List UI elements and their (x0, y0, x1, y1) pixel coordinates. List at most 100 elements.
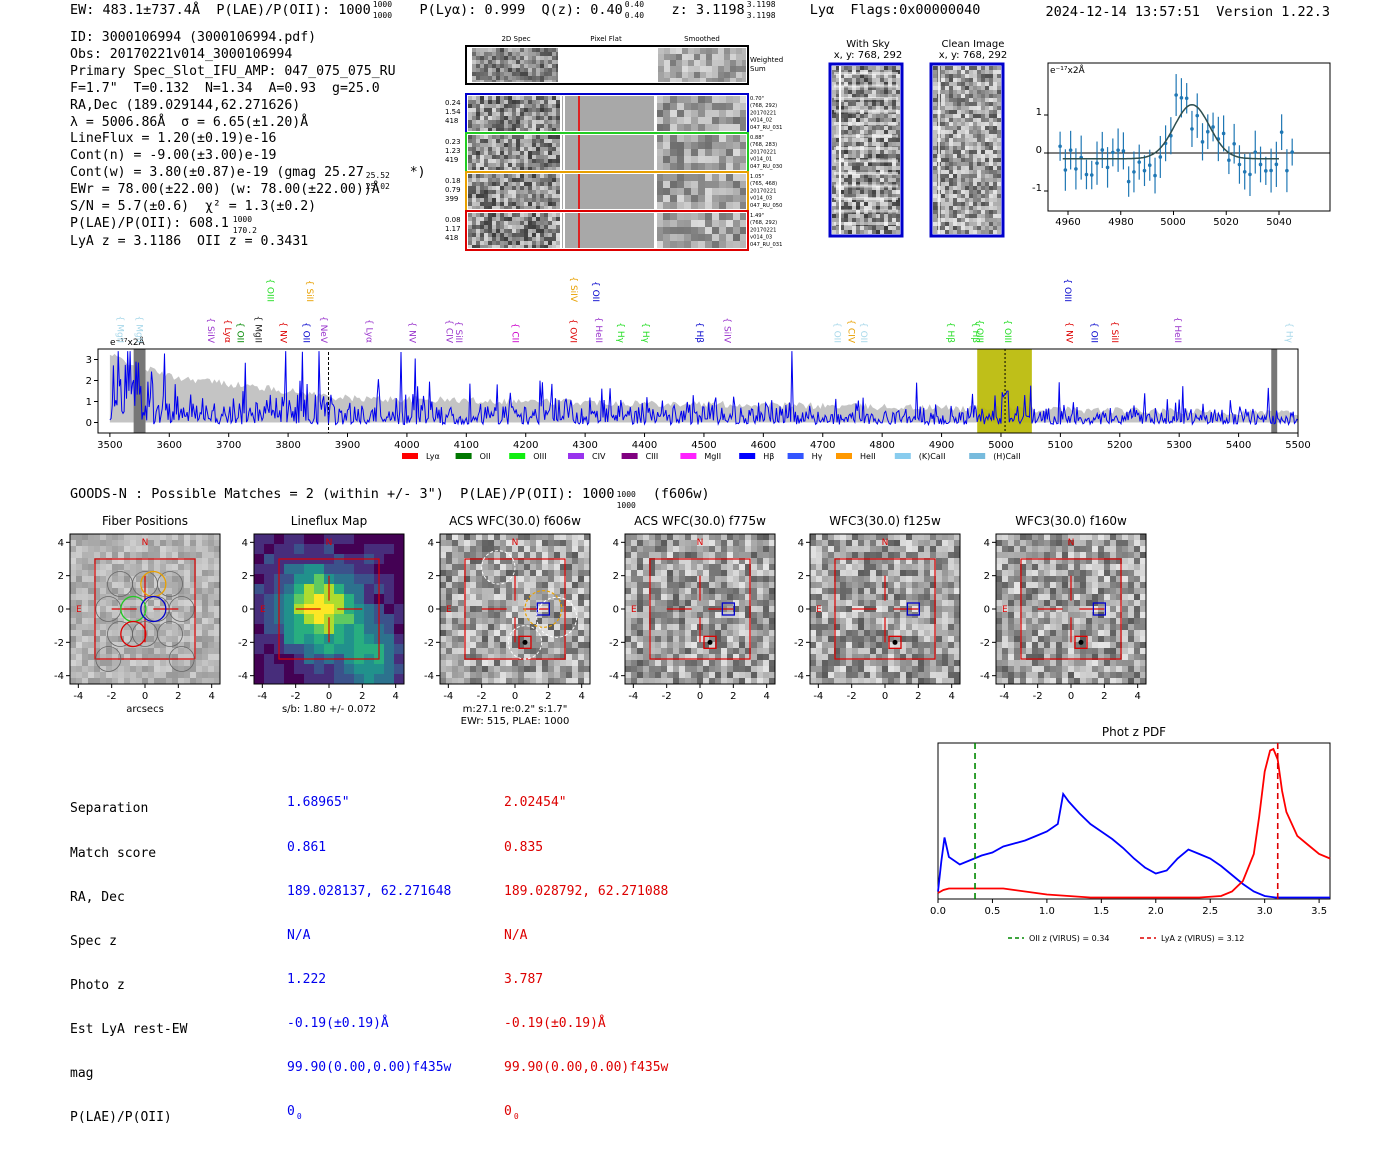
clean-pixel (965, 214, 969, 218)
zoom-data-point (1185, 96, 1189, 100)
noise-pixel (548, 217, 552, 221)
clean-pixel (993, 134, 997, 138)
noise-pixel (468, 233, 472, 237)
with-sky-pixel (852, 178, 856, 182)
noise-pixel (544, 76, 548, 80)
with-sky-pixel (880, 126, 884, 130)
smooth-pixel (691, 220, 698, 227)
clean-pixel (969, 210, 973, 214)
cutout-pixel (458, 606, 464, 612)
noise-pixel (540, 52, 544, 56)
clean-pixel (965, 118, 969, 122)
with-sky-pixel (892, 226, 896, 230)
clean-pixel (997, 78, 1001, 82)
noise-pixel (516, 72, 520, 76)
cutout-pixel (560, 660, 566, 666)
noise-pixel (552, 174, 556, 178)
cutout-pixel (655, 660, 661, 666)
with-sky-pixel (884, 102, 888, 106)
smooth-pixel (694, 66, 700, 72)
with-sky-pixel (872, 90, 876, 94)
with-sky-pixel (832, 230, 836, 234)
noise-pixel (516, 167, 520, 170)
smooth-pixel (712, 135, 719, 142)
cutout-pixel (578, 612, 584, 618)
clean-pixel (997, 190, 1001, 194)
cutout-pixel (536, 570, 542, 576)
cutout-pixel (130, 648, 136, 654)
clean-pixel (997, 230, 1001, 234)
noise-pixel (540, 120, 544, 124)
cutout-pixel (679, 564, 685, 570)
noise-pixel (544, 206, 548, 209)
clean-pixel (933, 114, 937, 118)
noise-pixel (532, 124, 536, 128)
with-sky-pixel (888, 106, 892, 110)
with-sky-pixel (844, 114, 848, 118)
sky-band (834, 160, 898, 163)
clean-pixel (969, 158, 973, 162)
cutout-pixel (548, 672, 554, 678)
noise-pixel (500, 143, 504, 147)
clean-pixel (933, 186, 937, 190)
noise-pixel (492, 229, 496, 233)
clean-pixel (997, 174, 1001, 178)
fiber-2d-spectra-panel: 2D Spec Pixel Flat Smoothed WeightedSum0… (440, 30, 800, 260)
cutout-pixel (154, 564, 160, 570)
cutout-pixel (679, 600, 685, 606)
noise-pixel (496, 186, 500, 190)
noise-pixel (536, 213, 540, 217)
flux-map-pixel (284, 634, 294, 644)
cutout-pixel (530, 576, 536, 582)
cutout-pixel (476, 600, 482, 606)
cutout-pixel (554, 534, 560, 540)
noise-pixel (524, 213, 528, 217)
cutout-pixel (655, 570, 661, 576)
with-sky-pixel (856, 78, 860, 82)
noise-pixel (476, 194, 480, 198)
noise-pixel (492, 135, 496, 139)
cutout-pixel (470, 612, 476, 618)
with-sky-pixel (884, 106, 888, 110)
smooth-pixel (698, 96, 705, 103)
noise-pixel (540, 147, 544, 151)
flux-map-pixel (334, 644, 344, 654)
smooth-pixel (736, 54, 742, 60)
clean-pixel (949, 190, 953, 194)
legend-label: OIII (533, 452, 546, 461)
cutout-pixel (196, 576, 202, 582)
clean-pixel (961, 162, 965, 166)
noise-pixel (536, 186, 540, 190)
clean-pixel (949, 74, 953, 78)
noise-pixel (536, 206, 540, 209)
cutout-pixel (166, 546, 172, 552)
noise-pixel (532, 182, 536, 186)
cutout-pixel (446, 648, 452, 654)
cutout-pixel (100, 552, 106, 558)
smooth-pixel (691, 124, 698, 131)
flux-map-pixel (294, 564, 304, 574)
cutout-pixel (655, 588, 661, 594)
noise-pixel (492, 163, 496, 167)
smooth-pixel (726, 117, 733, 124)
cutout-pixel (530, 678, 536, 684)
with-sky-pixel (884, 166, 888, 170)
cutout-pixel (578, 654, 584, 660)
noise-pixel (484, 112, 488, 116)
noise-pixel (524, 151, 528, 155)
noise-pixel (496, 52, 500, 56)
cutout-pixel (124, 678, 130, 684)
with-sky-pixel (888, 90, 892, 94)
cutout-pixel (82, 672, 88, 678)
noise-pixel (516, 76, 520, 80)
clean-pixel (933, 230, 937, 234)
noise-pixel (508, 167, 512, 170)
smooth-pixel (705, 195, 712, 202)
smooth-pixel (733, 149, 740, 156)
noise-pixel (488, 167, 492, 170)
cutout-pixel (82, 678, 88, 684)
clean-pixel (973, 190, 977, 194)
cutout-xtick-label: -4 (257, 691, 267, 702)
noise-pixel (528, 163, 532, 167)
cutout-pixel (88, 630, 94, 636)
